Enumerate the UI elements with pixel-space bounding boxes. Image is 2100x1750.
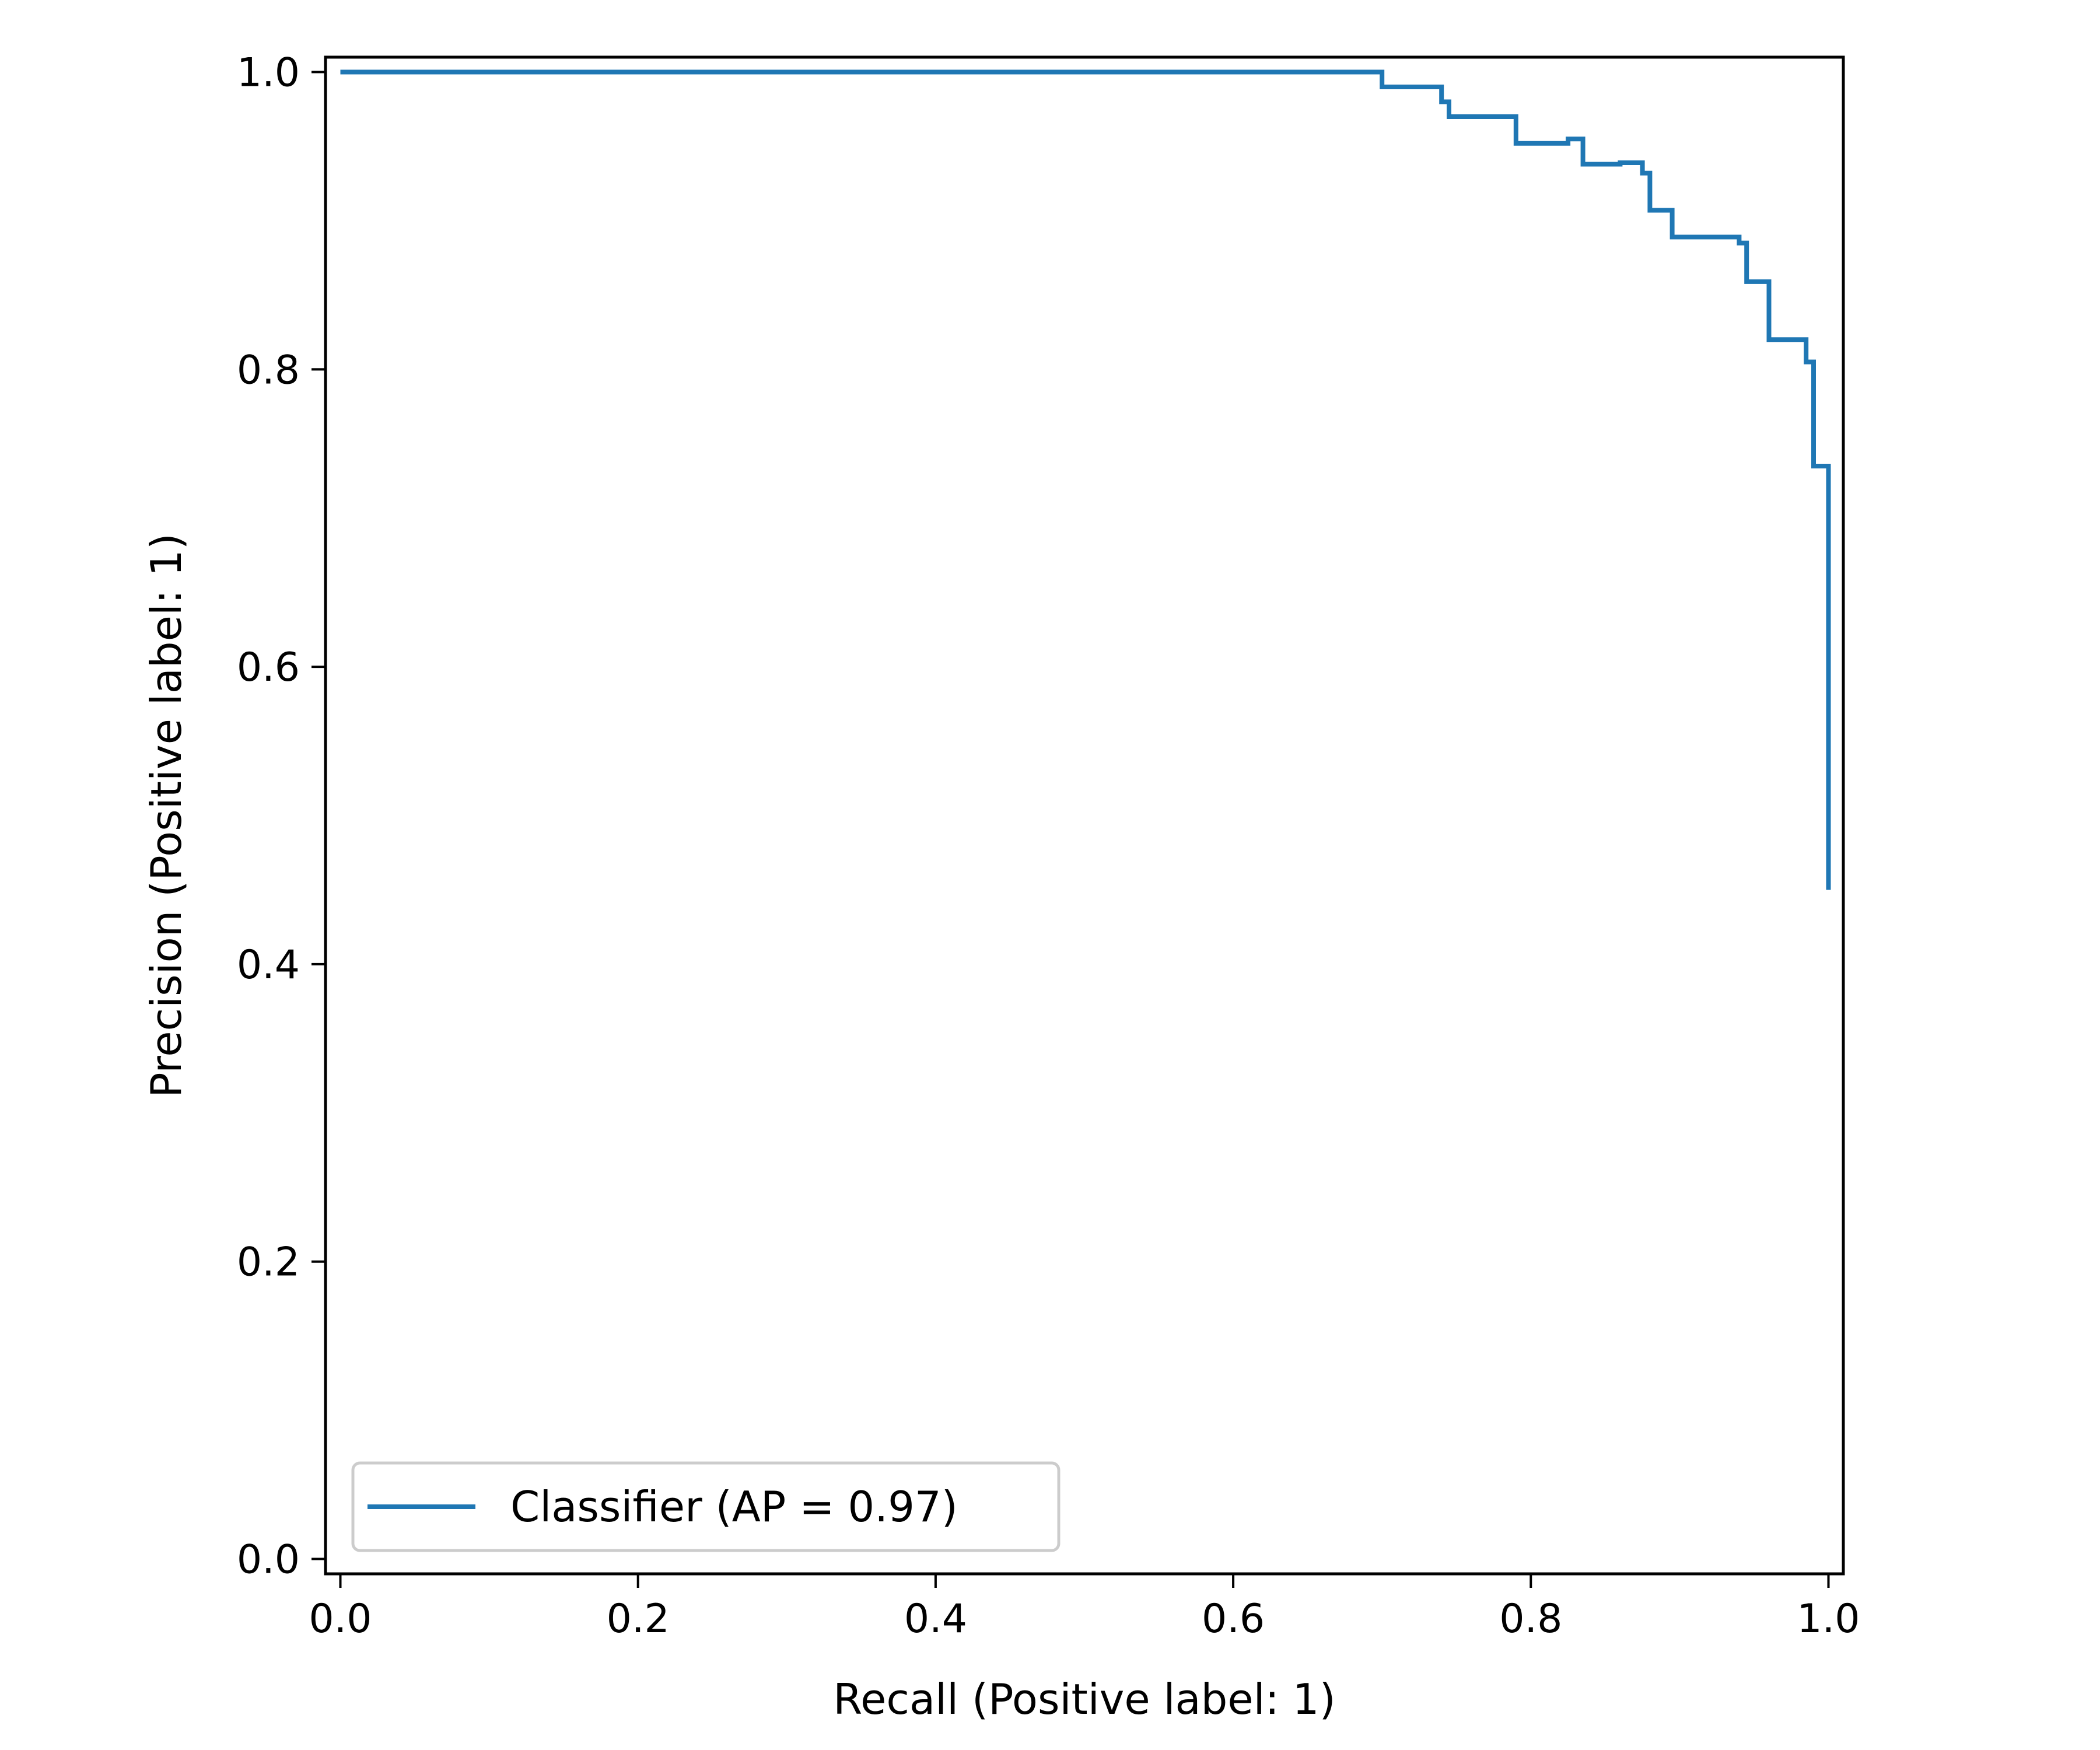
y-tick-label: 0.0: [237, 1537, 300, 1583]
y-tick-label: 0.8: [237, 347, 300, 393]
curve-layer: [340, 69, 1831, 890]
y-axis-ticks: 0.0 0.2 0.4 0.6 0.8 1.0: [237, 50, 326, 1583]
y-axis-label: Precision (Positive label: 1): [142, 533, 191, 1098]
x-tick-label: 0.6: [1202, 1596, 1265, 1642]
x-axis-ticks: 0.0 0.2 0.4 0.6 0.8 1.0: [309, 1574, 1860, 1642]
legend-entry-label: Classifier (AP = 0.97): [510, 1482, 958, 1531]
legend-box: [351, 1461, 1060, 1552]
x-axis-label: Recall (Positive label: 1): [833, 1675, 1335, 1724]
legend: Classifier (AP = 0.97): [351, 1461, 1060, 1552]
x-tick-label: 0.0: [309, 1596, 372, 1642]
y-tick-label: 0.2: [237, 1240, 300, 1286]
y-tick-label: 0.4: [237, 942, 300, 988]
x-tick-label: 0.8: [1499, 1596, 1562, 1642]
y-tick-label: 1.0: [237, 50, 300, 96]
x-tick-label: 1.0: [1797, 1596, 1860, 1642]
x-tick-label: 0.2: [607, 1596, 670, 1642]
series-line: [340, 69, 1831, 890]
y-tick-label: 0.6: [237, 645, 300, 691]
x-tick-label: 0.4: [904, 1596, 967, 1642]
axes-frame: [324, 55, 1845, 1576]
